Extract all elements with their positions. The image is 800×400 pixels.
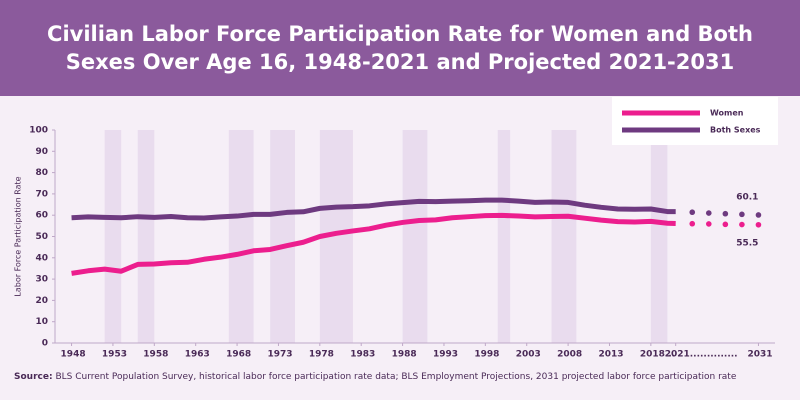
projection-dot xyxy=(755,212,762,218)
x-tick-label: 2031 xyxy=(747,350,772,360)
y-tick-label: 100 xyxy=(29,126,48,136)
x-tick-label: 1968 xyxy=(226,350,251,360)
y-tick-label: 20 xyxy=(35,296,48,306)
legend-box xyxy=(612,97,778,145)
y-tick-label: 30 xyxy=(35,275,48,285)
end-value-label: 60.1 xyxy=(736,192,758,202)
end-value-label: 55.5 xyxy=(736,238,758,248)
series-line xyxy=(71,197,676,221)
projection-dot xyxy=(689,209,696,216)
y-tick-label: 10 xyxy=(35,317,48,327)
x-tick-label: 2013 xyxy=(598,350,623,360)
projection-dot xyxy=(755,221,762,228)
shaded-band xyxy=(104,130,122,343)
projection-dot xyxy=(705,221,712,227)
legend-label: Both Sexes xyxy=(710,126,761,135)
shaded-band xyxy=(650,130,668,343)
x-tick-label: 2021.............. xyxy=(665,350,738,360)
x-tick-label: 2003 xyxy=(516,350,541,360)
source-text: BLS Current Population Survey, historica… xyxy=(55,372,737,382)
projection-dot xyxy=(739,211,745,218)
chart-title: Civilian Labor Force Participation Rate … xyxy=(47,22,753,74)
y-tick-label: 70 xyxy=(35,189,48,199)
x-tick-label: 1953 xyxy=(102,350,127,360)
projection-dot xyxy=(722,210,729,217)
projection-dot xyxy=(689,220,696,227)
shaded-band xyxy=(137,130,155,343)
x-tick-label: 1963 xyxy=(185,350,210,360)
x-tick-label: 1958 xyxy=(143,350,168,360)
legend-label: Women xyxy=(710,109,744,118)
projection-dot xyxy=(705,210,712,216)
shaded-band xyxy=(402,130,428,343)
x-tick-label: 1988 xyxy=(392,350,417,360)
y-tick-label: 50 xyxy=(35,232,48,242)
y-tick-label: 0 xyxy=(42,339,48,349)
shaded-band xyxy=(270,130,295,343)
y-tick-label: 40 xyxy=(35,253,48,263)
y-tick-label: 80 xyxy=(35,168,48,178)
projection-dot xyxy=(739,221,745,228)
x-tick-label: 1998 xyxy=(474,350,499,360)
x-tick-label: 1948 xyxy=(61,350,86,360)
x-tick-label: 1973 xyxy=(267,350,292,360)
shaded-band xyxy=(551,130,577,343)
x-tick-label: 1983 xyxy=(350,350,375,360)
x-tick-label: 1978 xyxy=(309,350,334,360)
header: Civilian Labor Force Participation Rate … xyxy=(0,0,800,96)
y-axis-label: Labor Force Participation Rate xyxy=(14,176,23,296)
series-line xyxy=(71,212,676,276)
source: Source: BLS Current Population Survey, h… xyxy=(14,372,794,382)
y-tick-label: 60 xyxy=(35,211,48,221)
shaded-band xyxy=(228,130,254,343)
shaded-band xyxy=(497,130,511,343)
source-label: Source: xyxy=(14,372,53,382)
x-tick-label: 2018... xyxy=(640,350,675,360)
x-tick-label: 2008 xyxy=(557,350,582,360)
x-tick-label: 1993 xyxy=(433,350,458,360)
projection-dot xyxy=(722,221,729,228)
y-tick-label: 90 xyxy=(35,147,48,157)
